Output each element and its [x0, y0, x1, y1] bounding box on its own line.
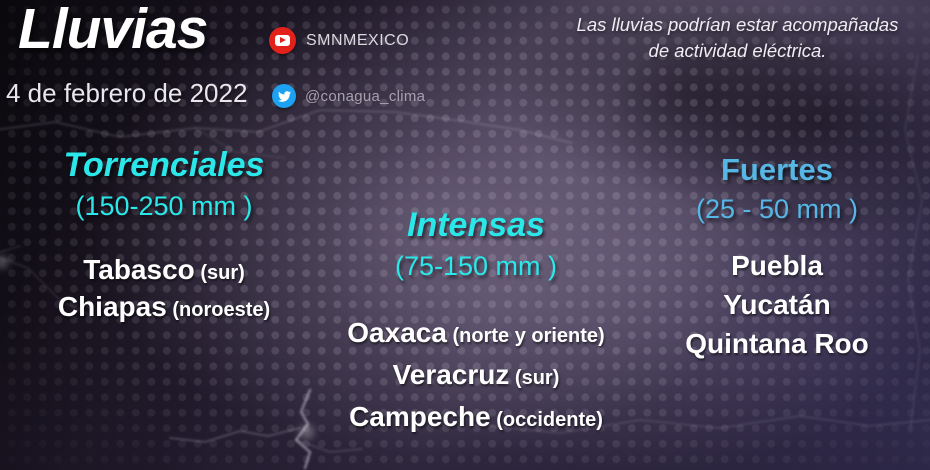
- twitter-icon: [272, 84, 296, 108]
- section-title-fuertes: Fuertes: [721, 152, 833, 187]
- states-list-fuertes: Puebla Yucatán Quintana Roo: [652, 249, 902, 366]
- page-title: Lluvias: [18, 0, 208, 61]
- state-name: Puebla: [731, 249, 823, 281]
- section-range-fuertes: (25 - 50 mm ): [695, 193, 859, 224]
- note-line-1: Las lluvias podrían estar acompañadas: [576, 14, 899, 35]
- states-list-intensas: Oaxaca (norte y oriente) Veracruz (sur) Ca…: [330, 314, 622, 440]
- state-name: Oaxaca: [347, 317, 447, 349]
- state-item: Campeche (occidente): [330, 398, 622, 440]
- state-region: (norte y oriente): [446, 325, 605, 348]
- state-item: Tabasco (sur): [28, 254, 300, 291]
- section-torrenciales: Torrenciales (150-250 mm ) Tabasco (sur)…: [28, 146, 300, 328]
- state-item: Veracruz (sur): [330, 356, 622, 398]
- state-region: (sur): [194, 262, 245, 285]
- state-name: Tabasco: [83, 254, 195, 286]
- twitter-bird-icon: [277, 90, 291, 102]
- state-item: Quintana Roo: [652, 327, 902, 366]
- section-range-torrenciales: (150-250 mm ): [75, 191, 253, 222]
- state-name: Quintana Roo: [685, 327, 869, 359]
- note-line-2: de actividad eléctrica.: [648, 40, 827, 62]
- state-name: Veracruz: [392, 359, 510, 391]
- state-item: Oaxaca (norte y oriente): [330, 314, 622, 356]
- state-item: Puebla: [652, 249, 902, 288]
- twitter-handle: @conagua_clima: [272, 84, 425, 108]
- youtube-handle: SMNMEXICO: [269, 27, 409, 54]
- section-fuertes: Fuertes (25 - 50 mm ) Puebla Yucatán Quint…: [652, 152, 902, 366]
- state-region: (occidente): [490, 409, 603, 432]
- electrical-activity-note: Las lluvias podrían estar acompañadas de…: [545, 12, 930, 65]
- states-list-torrenciales: Tabasco (sur) Chiapas (noroeste): [28, 254, 300, 328]
- youtube-play-triangle: [280, 37, 286, 43]
- section-title-torrenciales: Torrenciales: [63, 146, 265, 184]
- twitter-handle-label: @conagua_clima: [305, 87, 426, 105]
- state-name: Campeche: [349, 401, 491, 433]
- section-intensas: Intensas (75-150 mm ) Oaxaca (norte y or…: [330, 206, 622, 440]
- section-title-intensas: Intensas: [407, 206, 545, 244]
- state-item: Chiapas (noroeste): [28, 291, 300, 328]
- state-name: Yucatán: [723, 288, 831, 320]
- section-range-intensas: (75-150 mm ): [394, 251, 558, 282]
- youtube-icon: [269, 27, 296, 54]
- state-region: (sur): [509, 367, 560, 390]
- date-label: 4 de febrero de 2022: [6, 78, 248, 108]
- state-item: Yucatán: [652, 288, 902, 327]
- state-name: Chiapas: [57, 291, 167, 323]
- youtube-handle-label: SMNMEXICO: [306, 31, 410, 49]
- state-region: (noroeste): [166, 299, 271, 322]
